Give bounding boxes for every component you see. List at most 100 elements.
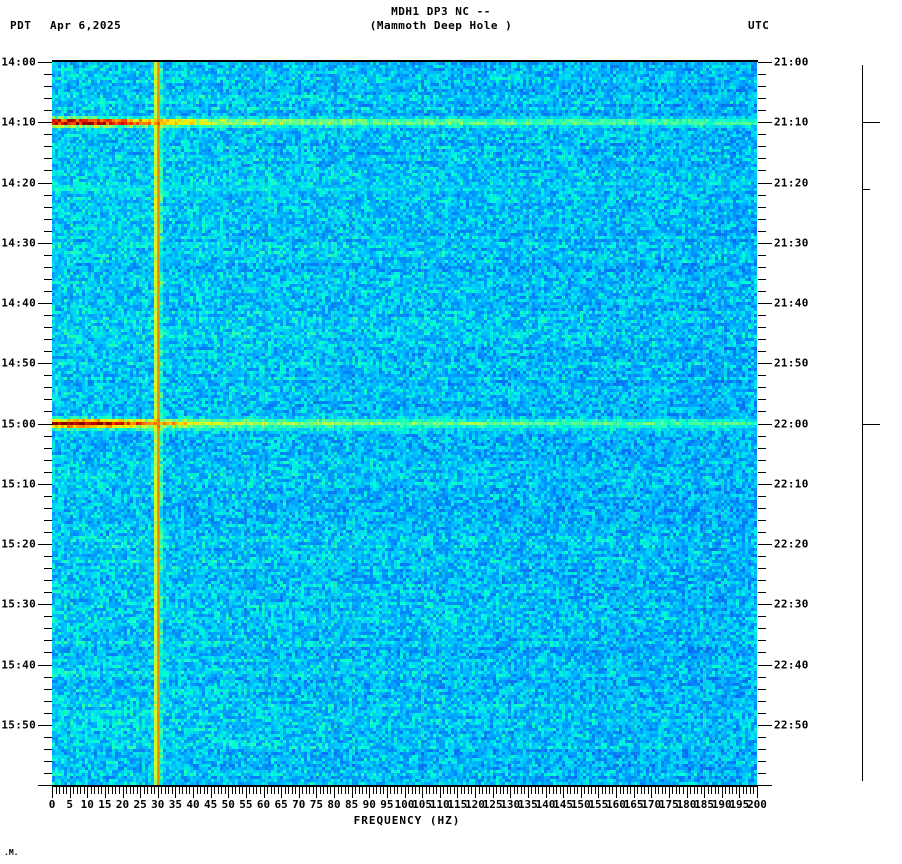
time-tick-minor xyxy=(44,146,52,148)
time-tick-minor xyxy=(44,435,52,437)
freq-tick-minor xyxy=(538,787,540,794)
freq-label: 190 xyxy=(711,798,732,811)
freq-tick-minor xyxy=(291,787,293,794)
freq-tick-minor xyxy=(55,787,57,794)
freq-label: 130 xyxy=(500,798,521,811)
freq-tick-minor xyxy=(256,787,258,794)
freq-tick-minor xyxy=(573,787,575,794)
freq-tick-minor xyxy=(249,787,251,794)
freq-tick-major xyxy=(369,787,371,798)
freq-tick-minor xyxy=(59,787,61,794)
frequency-axis-title: FREQUENCY (HZ) xyxy=(0,814,902,827)
freq-tick-minor xyxy=(348,787,350,794)
spectrogram-canvas[interactable] xyxy=(52,62,757,785)
time-tick-minor xyxy=(758,700,766,702)
time-label-utc: 21:50 xyxy=(774,356,809,370)
time-tick-minor xyxy=(44,387,52,389)
time-label-utc: 22:20 xyxy=(774,537,809,551)
time-tick-minor xyxy=(758,278,766,280)
time-tick-minor xyxy=(758,290,766,292)
time-tick-major xyxy=(758,724,772,726)
freq-tick-major xyxy=(316,787,318,798)
frequency-axis-title-text: FREQUENCY (HZ) xyxy=(353,814,461,827)
time-tick-minor xyxy=(758,375,766,377)
freq-tick-minor xyxy=(323,787,325,794)
time-label-pdt: 15:50 xyxy=(1,718,36,732)
freq-tick-major xyxy=(668,787,670,798)
time-tick-minor xyxy=(758,531,766,533)
time-tick-minor xyxy=(44,676,52,678)
time-tick-minor xyxy=(44,556,52,558)
freq-label: 15 xyxy=(98,798,112,811)
freq-label: 175 xyxy=(658,798,679,811)
freq-tick-major xyxy=(210,787,212,798)
freq-tick-minor xyxy=(587,787,589,794)
freq-tick-minor xyxy=(126,787,128,794)
time-tick-minor xyxy=(758,206,766,208)
time-tick-minor xyxy=(44,531,52,533)
time-label-pdt: 15:10 xyxy=(1,477,36,491)
freq-tick-minor xyxy=(355,787,357,794)
freq-tick-major xyxy=(563,787,565,798)
freq-label: 105 xyxy=(412,798,433,811)
freq-tick-minor xyxy=(728,787,730,794)
freq-tick-minor xyxy=(534,787,536,794)
freq-label: 140 xyxy=(535,798,556,811)
time-tick-minor xyxy=(44,688,52,690)
time-tick-minor xyxy=(758,435,766,437)
freq-tick-major xyxy=(87,787,89,798)
freq-tick-minor xyxy=(753,787,755,794)
freq-tick-minor xyxy=(506,787,508,794)
time-label-pdt: 15:20 xyxy=(1,537,36,551)
freq-tick-minor xyxy=(478,787,480,794)
time-label-pdt: 14:20 xyxy=(1,176,36,189)
time-tick-minor xyxy=(44,110,52,112)
time-tick-minor xyxy=(758,158,766,160)
freq-tick-major xyxy=(334,787,335,798)
freq-tick-minor xyxy=(182,787,184,794)
time-tick-minor xyxy=(44,712,52,714)
time-tick-minor xyxy=(44,170,52,172)
freq-tick-minor xyxy=(178,787,180,794)
time-tick-minor xyxy=(44,206,52,208)
time-tick-minor xyxy=(44,519,52,521)
freq-tick-major xyxy=(69,787,71,798)
time-tick-minor xyxy=(44,98,52,100)
time-tick-major xyxy=(38,544,52,545)
time-tick-minor xyxy=(758,712,766,714)
time-tick-minor xyxy=(758,580,766,582)
freq-tick-major xyxy=(633,787,635,798)
time-tick-major xyxy=(758,544,772,545)
freq-tick-minor xyxy=(647,787,649,794)
freq-tick-minor xyxy=(693,787,695,794)
freq-tick-minor xyxy=(330,787,332,794)
chart-title-location: (Mammoth Deep Hole ) xyxy=(369,19,513,32)
time-tick-minor xyxy=(758,194,766,196)
freq-tick-minor xyxy=(732,787,734,794)
freq-tick-minor xyxy=(418,787,420,794)
freq-label: 75 xyxy=(309,798,323,811)
time-tick-minor xyxy=(758,640,766,642)
time-tick-major xyxy=(758,785,772,786)
time-tick-major xyxy=(758,423,772,425)
time-tick-minor xyxy=(44,278,52,280)
time-tick-minor xyxy=(44,640,52,642)
freq-label: 160 xyxy=(606,798,626,811)
freq-label: 195 xyxy=(729,798,750,811)
freq-tick-major xyxy=(52,787,53,798)
spectrogram-plot[interactable] xyxy=(52,62,757,785)
freq-label: 30 xyxy=(151,798,165,811)
time-tick-major xyxy=(758,483,772,485)
freq-tick-minor xyxy=(274,787,276,794)
time-label-pdt: 14:40 xyxy=(1,296,36,310)
freq-tick-minor xyxy=(66,787,68,794)
freq-tick-major xyxy=(404,787,406,798)
freq-tick-major xyxy=(757,787,758,798)
freq-tick-major xyxy=(439,787,441,798)
time-tick-minor xyxy=(758,688,766,690)
freq-tick-minor xyxy=(654,787,656,794)
time-label-utc: 22:10 xyxy=(774,477,809,491)
freq-tick-major xyxy=(386,787,388,798)
freq-tick-minor xyxy=(436,787,438,794)
time-tick-minor xyxy=(44,459,52,461)
